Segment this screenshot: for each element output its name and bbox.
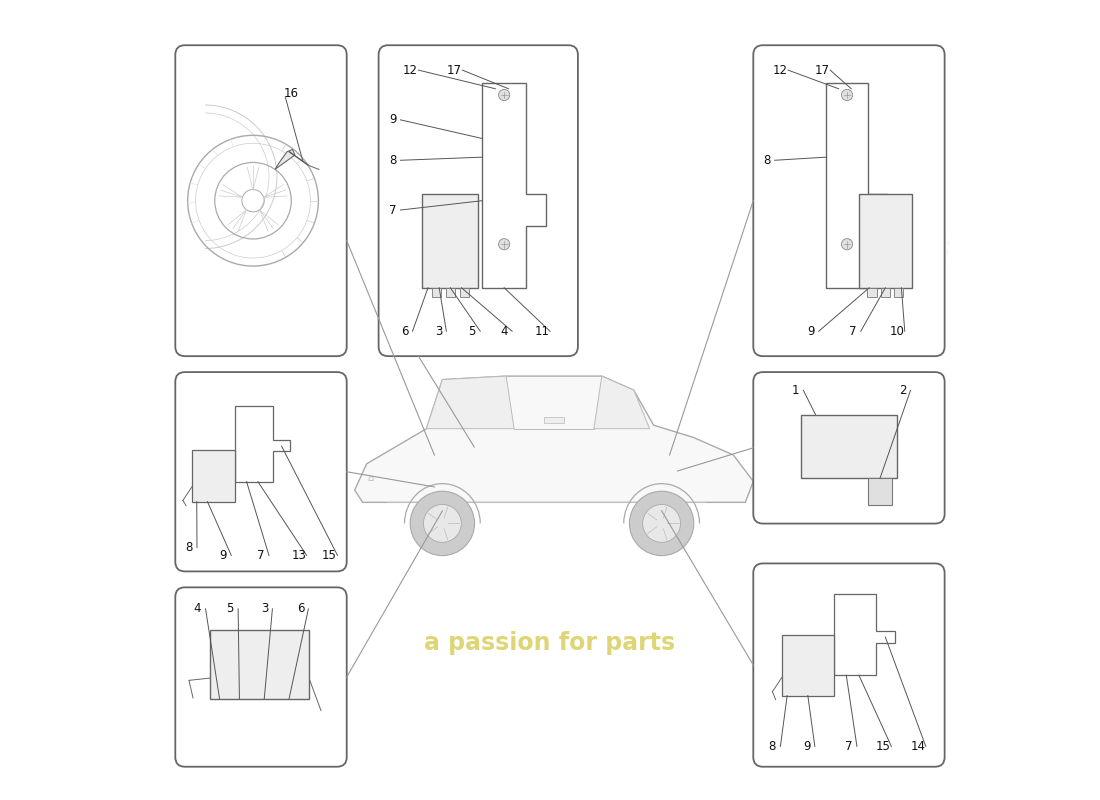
Bar [880, 288, 890, 298]
FancyBboxPatch shape [754, 46, 945, 356]
Circle shape [842, 90, 852, 101]
Bar [868, 478, 892, 506]
FancyBboxPatch shape [754, 563, 945, 766]
Text: 5: 5 [227, 602, 234, 615]
Text: 12: 12 [772, 64, 788, 77]
Text: 6: 6 [400, 325, 408, 338]
Bar [544, 417, 563, 423]
Text: ⌂: ⌂ [367, 473, 374, 483]
Text: 4: 4 [194, 602, 201, 615]
FancyBboxPatch shape [175, 46, 346, 356]
Text: 7: 7 [388, 203, 396, 217]
Text: 12: 12 [403, 64, 418, 77]
Circle shape [498, 238, 509, 250]
Circle shape [424, 505, 461, 542]
FancyBboxPatch shape [175, 587, 346, 766]
Text: 7: 7 [257, 549, 265, 562]
Bar [460, 288, 469, 298]
Polygon shape [427, 376, 514, 429]
Bar [894, 288, 903, 298]
Text: 4: 4 [500, 325, 508, 338]
Text: 8: 8 [769, 740, 777, 753]
Bar [210, 630, 309, 698]
Text: 7: 7 [849, 325, 857, 338]
Text: 2: 2 [899, 384, 906, 397]
Text: 1: 1 [792, 384, 799, 397]
Text: 10: 10 [890, 325, 904, 338]
Text: 3: 3 [434, 325, 442, 338]
Circle shape [498, 90, 509, 101]
Bar [867, 288, 877, 298]
Polygon shape [594, 376, 650, 429]
Circle shape [410, 491, 474, 555]
FancyBboxPatch shape [378, 46, 578, 356]
Text: 13: 13 [292, 549, 306, 562]
Circle shape [642, 505, 681, 542]
Bar [858, 194, 912, 288]
Text: 11: 11 [535, 325, 550, 338]
Bar [192, 450, 235, 502]
Text: 8: 8 [763, 154, 770, 166]
FancyBboxPatch shape [175, 372, 346, 571]
Text: 6: 6 [297, 602, 305, 615]
Bar [446, 288, 455, 298]
Circle shape [629, 491, 694, 555]
Text: 3: 3 [261, 602, 268, 615]
Text: 5: 5 [469, 325, 476, 338]
Text: 9: 9 [803, 740, 811, 753]
Text: 14: 14 [911, 740, 925, 753]
Text: 8: 8 [185, 541, 192, 554]
Text: 9: 9 [220, 549, 227, 562]
Text: 7: 7 [845, 740, 853, 753]
Text: 16: 16 [284, 86, 298, 99]
Text: guidoparts: guidoparts [750, 182, 956, 267]
Bar [801, 414, 896, 478]
Polygon shape [275, 150, 295, 170]
Text: 17: 17 [447, 64, 462, 77]
Text: 9: 9 [807, 325, 814, 338]
Bar [431, 288, 441, 298]
Circle shape [842, 238, 852, 250]
Text: 8: 8 [389, 154, 396, 166]
Polygon shape [354, 376, 754, 502]
Text: 15: 15 [876, 740, 891, 753]
Bar [782, 634, 834, 695]
Text: 15: 15 [322, 549, 337, 562]
Bar [422, 194, 478, 288]
Text: 9: 9 [388, 114, 396, 126]
Text: 17: 17 [815, 64, 829, 77]
Text: a passion for parts: a passion for parts [425, 631, 675, 655]
FancyBboxPatch shape [754, 372, 945, 523]
